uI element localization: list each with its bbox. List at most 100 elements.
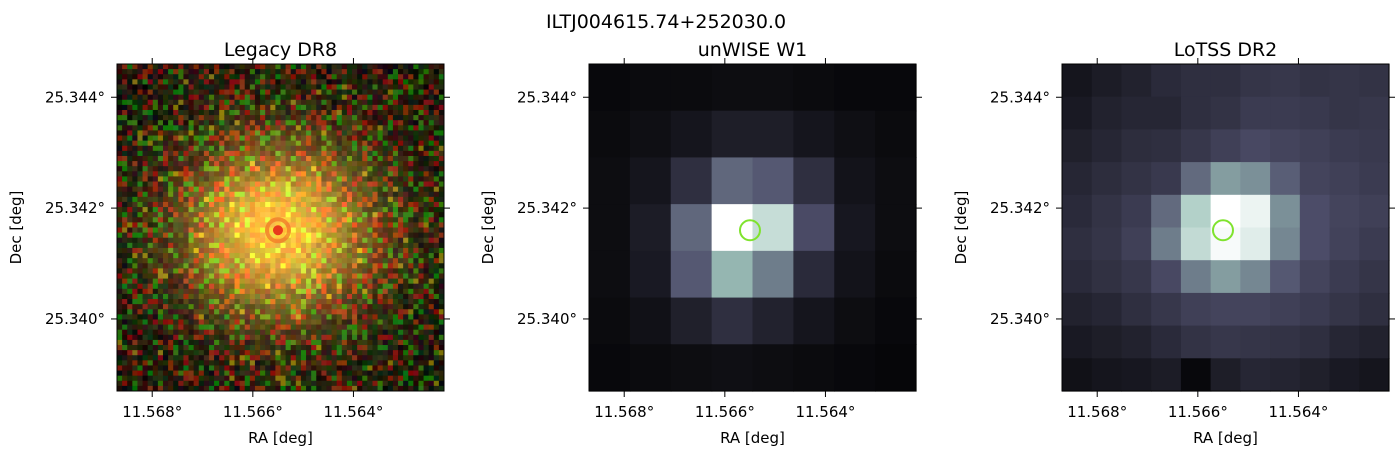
image-pixel <box>280 64 287 70</box>
image-pixel <box>142 355 149 361</box>
image-pixel <box>341 360 348 366</box>
image-pixel <box>188 222 195 228</box>
image-pixel <box>244 222 251 228</box>
image-pixel <box>178 339 184 346</box>
image-pixel <box>162 74 169 80</box>
image-pixel <box>265 314 271 320</box>
image-pixel <box>239 370 246 377</box>
image-pixel <box>193 334 200 341</box>
image-pixel <box>198 201 205 208</box>
image-pixel <box>152 293 159 300</box>
image-pixel <box>326 278 333 285</box>
image-pixel <box>137 196 144 203</box>
image-pixel <box>372 69 379 75</box>
image-pixel <box>122 125 128 131</box>
image-pixel <box>224 74 230 80</box>
image-pixel <box>367 196 373 203</box>
image-pixel <box>178 304 184 310</box>
image-pixel <box>214 385 220 392</box>
image-pixel <box>198 258 205 264</box>
image-pixel <box>428 268 435 274</box>
image-pixel <box>244 278 251 285</box>
image-pixel <box>208 135 215 142</box>
image-pixel <box>208 176 215 183</box>
image-pixel <box>336 227 343 234</box>
image-pixel <box>275 130 281 137</box>
image-pixel <box>331 293 338 300</box>
image-pixel <box>234 212 241 218</box>
image-pixel <box>295 345 302 351</box>
image-pixel <box>270 191 276 198</box>
image-pixel <box>117 150 123 157</box>
image-pixel <box>142 186 149 193</box>
image-pixel <box>387 339 394 346</box>
image-pixel <box>398 161 404 167</box>
image-pixel <box>122 94 128 101</box>
image-pixel <box>418 212 425 218</box>
image-pixel <box>367 350 373 356</box>
image-pixel <box>219 370 225 377</box>
image-pixel <box>198 247 205 254</box>
image-pixel <box>413 150 419 157</box>
image-pixel <box>127 94 133 101</box>
image-pixel <box>346 329 353 336</box>
image-pixel <box>280 355 287 361</box>
image-pixel <box>392 186 399 193</box>
image-pixel <box>214 273 220 280</box>
image-pixel <box>372 84 379 91</box>
image-pixel <box>321 135 327 142</box>
image-pixel <box>306 293 312 300</box>
image-pixel <box>168 207 174 213</box>
image-pixel <box>193 84 200 91</box>
image-pixel <box>162 196 169 203</box>
image-pixel <box>352 365 358 372</box>
image-pixel <box>224 370 230 377</box>
image-pixel <box>336 120 343 126</box>
image-pixel <box>321 304 327 310</box>
image-pixel <box>132 258 138 264</box>
image-pixel <box>438 355 445 361</box>
image-pixel <box>321 222 327 228</box>
image-pixel <box>244 345 251 351</box>
image-pixel <box>244 293 251 300</box>
image-pixel <box>137 375 144 382</box>
heatmap-cell <box>752 157 794 205</box>
image-pixel <box>122 339 128 346</box>
image-pixel <box>239 268 246 274</box>
image-pixel <box>188 247 195 254</box>
image-pixel <box>387 181 394 188</box>
image-pixel <box>260 278 266 285</box>
image-pixel <box>162 293 169 300</box>
image-pixel <box>321 339 327 346</box>
image-pixel <box>357 268 363 274</box>
image-pixel <box>157 64 164 70</box>
image-pixel <box>270 125 276 131</box>
image-pixel <box>316 94 322 101</box>
image-pixel <box>142 299 149 305</box>
image-pixel <box>346 253 353 259</box>
image-pixel <box>341 74 348 80</box>
image-pixel <box>438 104 445 111</box>
image-pixel <box>372 161 379 167</box>
image-pixel <box>183 161 190 167</box>
image-pixel <box>306 207 312 213</box>
y-tick-label: 25.342° <box>45 199 105 217</box>
image-pixel <box>188 314 195 320</box>
image-pixel <box>229 84 236 91</box>
image-pixel <box>295 176 302 183</box>
image-pixel <box>295 360 302 366</box>
image-pixel <box>249 212 256 218</box>
image-pixel <box>280 258 287 264</box>
image-pixel <box>321 319 327 326</box>
image-pixel <box>280 319 287 326</box>
image-pixel <box>346 268 353 274</box>
image-pixel <box>295 375 302 382</box>
image-pixel <box>265 89 271 96</box>
image-pixel <box>387 355 394 361</box>
image-pixel <box>162 125 169 131</box>
image-pixel <box>254 166 261 172</box>
image-pixel <box>408 304 414 310</box>
image-pixel <box>270 89 276 96</box>
image-pixel <box>377 370 384 377</box>
image-pixel <box>331 79 338 85</box>
